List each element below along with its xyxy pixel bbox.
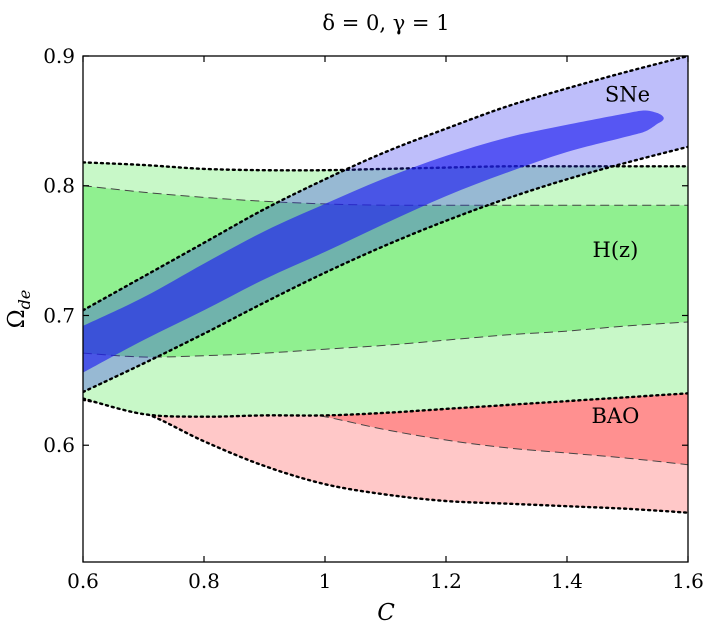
y-axis-label-sub: de (15, 290, 34, 310)
plot-frame (82, 55, 689, 563)
x-tick-label: 1.4 (551, 569, 583, 593)
edge-bao-2-lower (83, 398, 688, 514)
x-axis: 0.6 0.8 1 1.2 1.4 1.6 (67, 56, 704, 593)
y-tick-label: 0.9 (43, 44, 75, 68)
region-sne-1 (83, 110, 664, 373)
x-axis-label: C (377, 600, 395, 626)
edge-sne-2-lower (83, 145, 688, 394)
x-tick-label: 0.8 (188, 569, 220, 593)
confidence-regions (83, 56, 688, 514)
region-h-z-1 (83, 185, 688, 358)
svg-text:Ωde: Ωde (4, 290, 34, 329)
y-tick-label: 0.8 (43, 174, 75, 198)
edge-h-z-2-lower (83, 392, 688, 418)
annotation-bao: BAO (591, 404, 639, 428)
y-axis: 0.6 0.7 0.8 0.9 (43, 44, 688, 457)
y-tick-label: 0.7 (43, 303, 75, 327)
y-tick-label: 0.6 (43, 433, 75, 457)
edge-h-z-1-lower (83, 321, 688, 358)
annotations: SNe H(z) BAO (591, 82, 650, 428)
chart-title: δ = 0, γ = 1 (322, 11, 449, 35)
annotation-hz: H(z) (593, 238, 639, 262)
x-tick-label: 0.6 (67, 569, 99, 593)
y-axis-label: Ωde (4, 290, 34, 329)
edge-h-z-1-upper (83, 185, 688, 206)
annotation-sne: SNe (605, 82, 650, 106)
x-tick-label: 1.2 (430, 569, 462, 593)
x-tick-label: 1.6 (672, 569, 704, 593)
edge-sne-2-upper (83, 56, 688, 312)
edge-h-z-2-upper (83, 161, 688, 172)
y-axis-label-main: Ω (4, 309, 30, 328)
x-tick-label: 1 (319, 569, 332, 593)
